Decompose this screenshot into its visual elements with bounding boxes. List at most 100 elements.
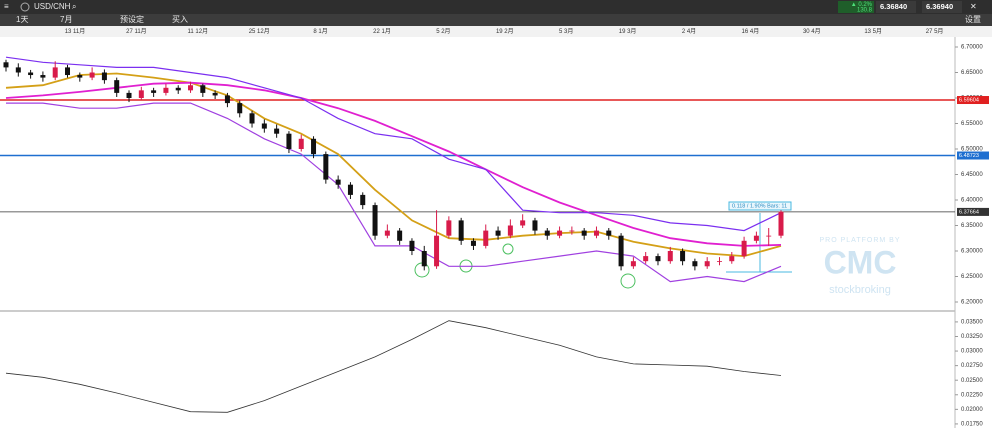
candle-body [483, 230, 489, 246]
measure-label: 0.118 / 1.90% Bars: 11 [732, 203, 787, 209]
level-tag [957, 96, 989, 105]
date-label: 8 1月 [313, 28, 327, 35]
sell-box[interactable] [876, 1, 916, 13]
y-tick-label: 6.20000 [961, 300, 983, 306]
y-tick-label: 6.40000 [961, 198, 983, 204]
candle-body [212, 92, 218, 96]
indicator-line [6, 102, 782, 283]
candle-body [569, 230, 575, 232]
candle-body [729, 256, 735, 262]
tool-bar [0, 14, 992, 26]
indicator-line [5, 81, 782, 247]
date-label: 19 3月 [619, 28, 637, 35]
y-tick-label: 6.35000 [961, 223, 983, 229]
candle-body [630, 261, 636, 267]
change-pct: ▲ 0.2% [851, 2, 873, 8]
date-row [0, 26, 992, 37]
date-label: 27 11月 [126, 28, 147, 35]
candle-body [237, 103, 243, 114]
candle-body [593, 230, 599, 236]
level-label: 6.48723 [959, 153, 979, 159]
candle-body [40, 75, 46, 78]
candle-body [65, 67, 71, 76]
candle-body [274, 128, 280, 134]
indicator-line [5, 72, 782, 258]
order[interactable]: 买入 [172, 15, 188, 24]
y-tick-label: 6.65000 [961, 70, 983, 76]
y2-tick-label: 0.03500 [961, 319, 983, 325]
candle-body [175, 87, 181, 91]
candle-body [28, 72, 34, 76]
candle-body [680, 250, 686, 262]
candle-body [372, 205, 378, 236]
level-tag [957, 207, 989, 216]
candle-body [495, 230, 501, 236]
y2-tick-label: 0.03250 [961, 334, 983, 340]
candle-body [138, 90, 144, 98]
candle-body [409, 240, 415, 251]
watermark: CMC [824, 244, 897, 280]
candle-body [77, 75, 83, 78]
candle-body [298, 138, 304, 149]
preset[interactable]: 预设定 [120, 14, 144, 24]
candle-body [507, 225, 513, 236]
close-icon[interactable]: ✕ [970, 2, 977, 11]
candle-body [163, 87, 169, 93]
candle-body [421, 250, 427, 267]
symbol[interactable]: USD/CNH [34, 2, 71, 11]
change-box [838, 1, 874, 13]
y-tick-label: 6.50000 [961, 147, 983, 153]
candle-body [3, 62, 9, 68]
y2-tick-label: 0.02750 [961, 363, 983, 369]
candle-body [114, 80, 120, 93]
watermark: PRO PLATFORM BY [820, 237, 901, 244]
date-label: 22 1月 [373, 28, 391, 35]
candle-body [151, 90, 157, 93]
interval[interactable]: 1天 [16, 15, 28, 24]
candle-body [89, 72, 95, 78]
candle-body [532, 220, 538, 231]
buy-box[interactable] [922, 1, 962, 13]
candle-body [643, 256, 649, 262]
y-tick-label: 6.45000 [961, 172, 983, 178]
level-label: 6.59604 [959, 97, 979, 103]
date-label: 11 12月 [188, 28, 209, 35]
candle-body [101, 72, 107, 81]
menu-icon[interactable]: ≡ [4, 2, 9, 11]
candle-body [581, 230, 587, 236]
candle-body [261, 123, 267, 129]
candle-body [311, 138, 317, 155]
y2-tick-label: 0.03000 [961, 349, 983, 355]
candle-body [15, 67, 21, 73]
level-tag [957, 151, 989, 160]
candle-body [434, 235, 440, 267]
sell-price[interactable]: 6.36840 [880, 2, 907, 11]
y-tick-label: 6.70000 [961, 45, 983, 51]
y2-tick-label: 0.02250 [961, 392, 983, 398]
date-label: 5 2月 [436, 28, 450, 35]
candle-body [667, 250, 673, 262]
candle-body [286, 133, 292, 149]
candle-body [52, 67, 58, 78]
y-tick-label: 6.30000 [961, 249, 983, 255]
buy-price[interactable]: 6.36940 [926, 2, 953, 11]
y-tick-label: 6.25000 [961, 274, 983, 280]
candle-body [360, 194, 366, 206]
candle-body [716, 261, 722, 262]
candle-body [384, 230, 390, 236]
candle-body [458, 220, 464, 241]
date-label: 19 2月 [496, 28, 514, 35]
candle-body [126, 92, 132, 98]
settings[interactable]: 设置 [965, 14, 981, 24]
candle-body [544, 230, 550, 236]
range[interactable]: 7月 [60, 15, 72, 24]
candle-body [704, 261, 710, 267]
info-icon[interactable] [20, 2, 30, 12]
search-icon[interactable]: ⌕ [72, 2, 76, 11]
candle-body [766, 235, 772, 237]
candle-body [778, 211, 784, 236]
candle-body [335, 179, 341, 185]
watermark: stockbroking [829, 284, 891, 296]
